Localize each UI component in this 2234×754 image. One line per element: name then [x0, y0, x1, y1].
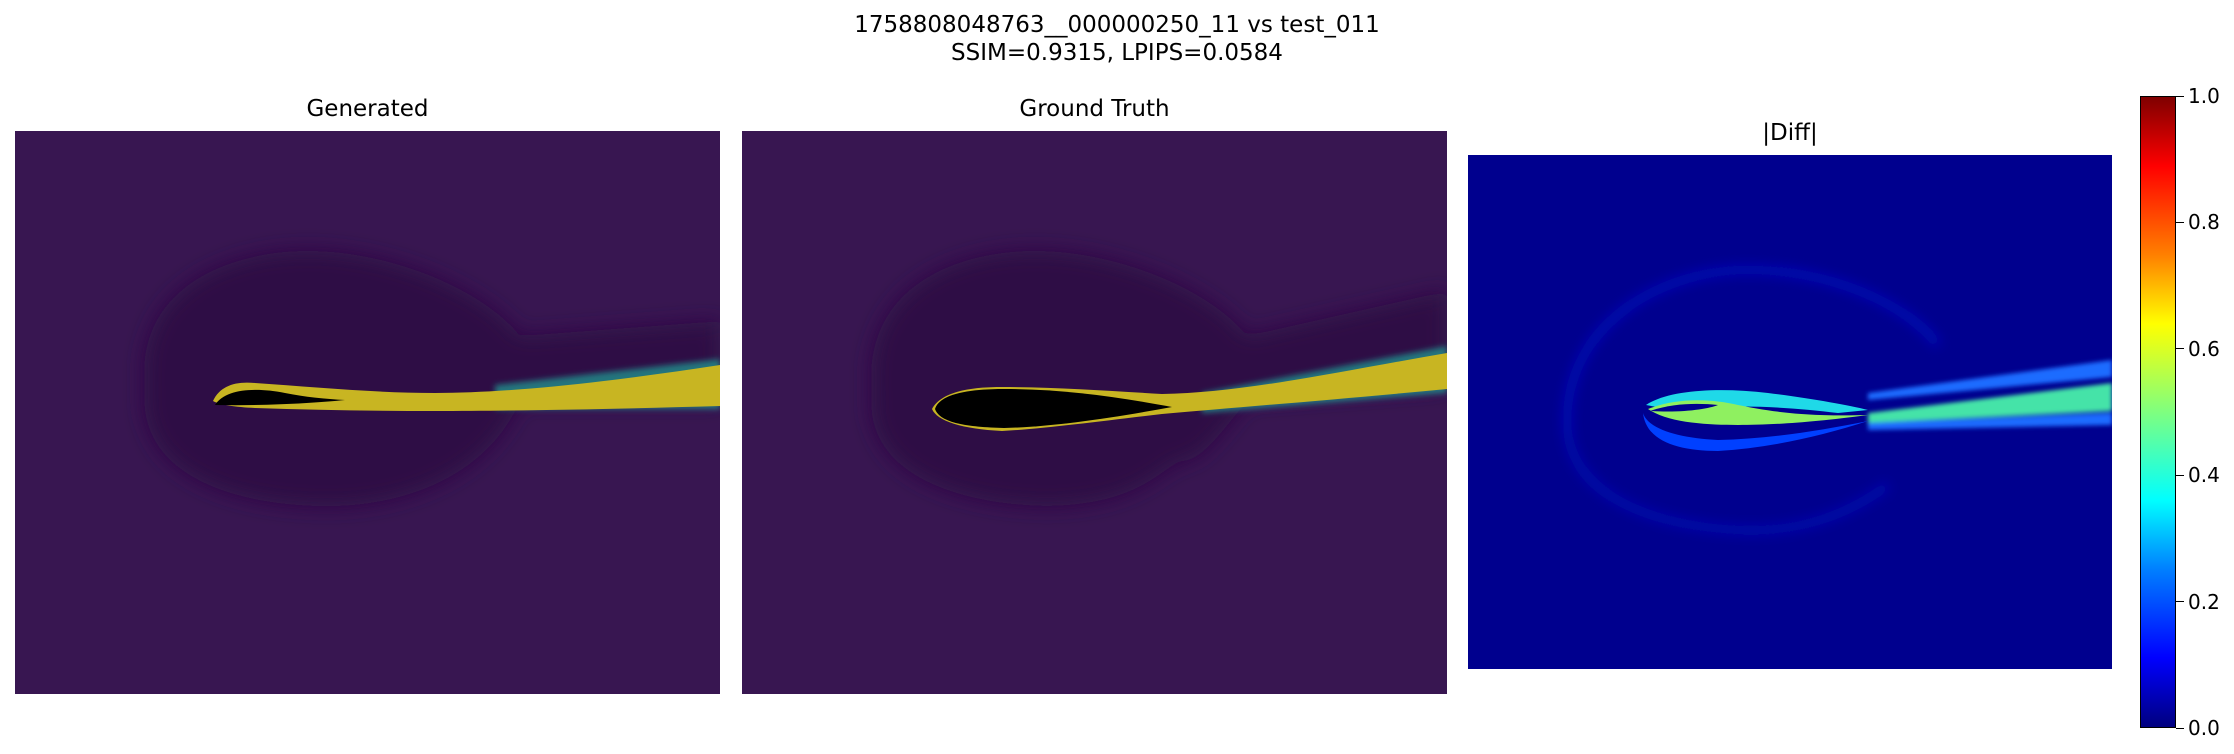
figure-title-line2: SSIM=0.9315, LPIPS=0.0584 — [951, 40, 1283, 66]
colorbar-tick-mark — [2176, 601, 2184, 603]
diff-image — [1468, 155, 2112, 669]
colorbar-tick-label: 0.2 — [2188, 589, 2220, 614]
colorbar-tick-mark — [2176, 727, 2184, 729]
colorbar-tick-label: 0.8 — [2188, 210, 2220, 235]
colorbar-tick-mark — [2176, 474, 2184, 476]
colorbar — [2140, 96, 2176, 728]
colorbar-tick-mark — [2176, 95, 2184, 97]
colorbar-tick-mark — [2176, 348, 2184, 350]
ground-truth-image — [742, 131, 1447, 694]
generated-image — [15, 131, 720, 694]
colorbar-tick-label: 0.6 — [2188, 336, 2220, 361]
panel-title-generated: Generated — [306, 96, 429, 122]
panel-title-diff: |Diff| — [1762, 120, 1818, 146]
colorbar-tick-label: 0.4 — [2188, 463, 2220, 488]
colorbar-tick-label: 1.0 — [2188, 84, 2220, 108]
colorbar-tick-label: 0.0 — [2188, 716, 2220, 740]
panel-title-ground-truth: Ground Truth — [1019, 96, 1170, 122]
colorbar-tick-mark — [2176, 221, 2184, 223]
figure-title-line1: 1758808048763__000000250_11 vs test_011 — [854, 12, 1380, 38]
